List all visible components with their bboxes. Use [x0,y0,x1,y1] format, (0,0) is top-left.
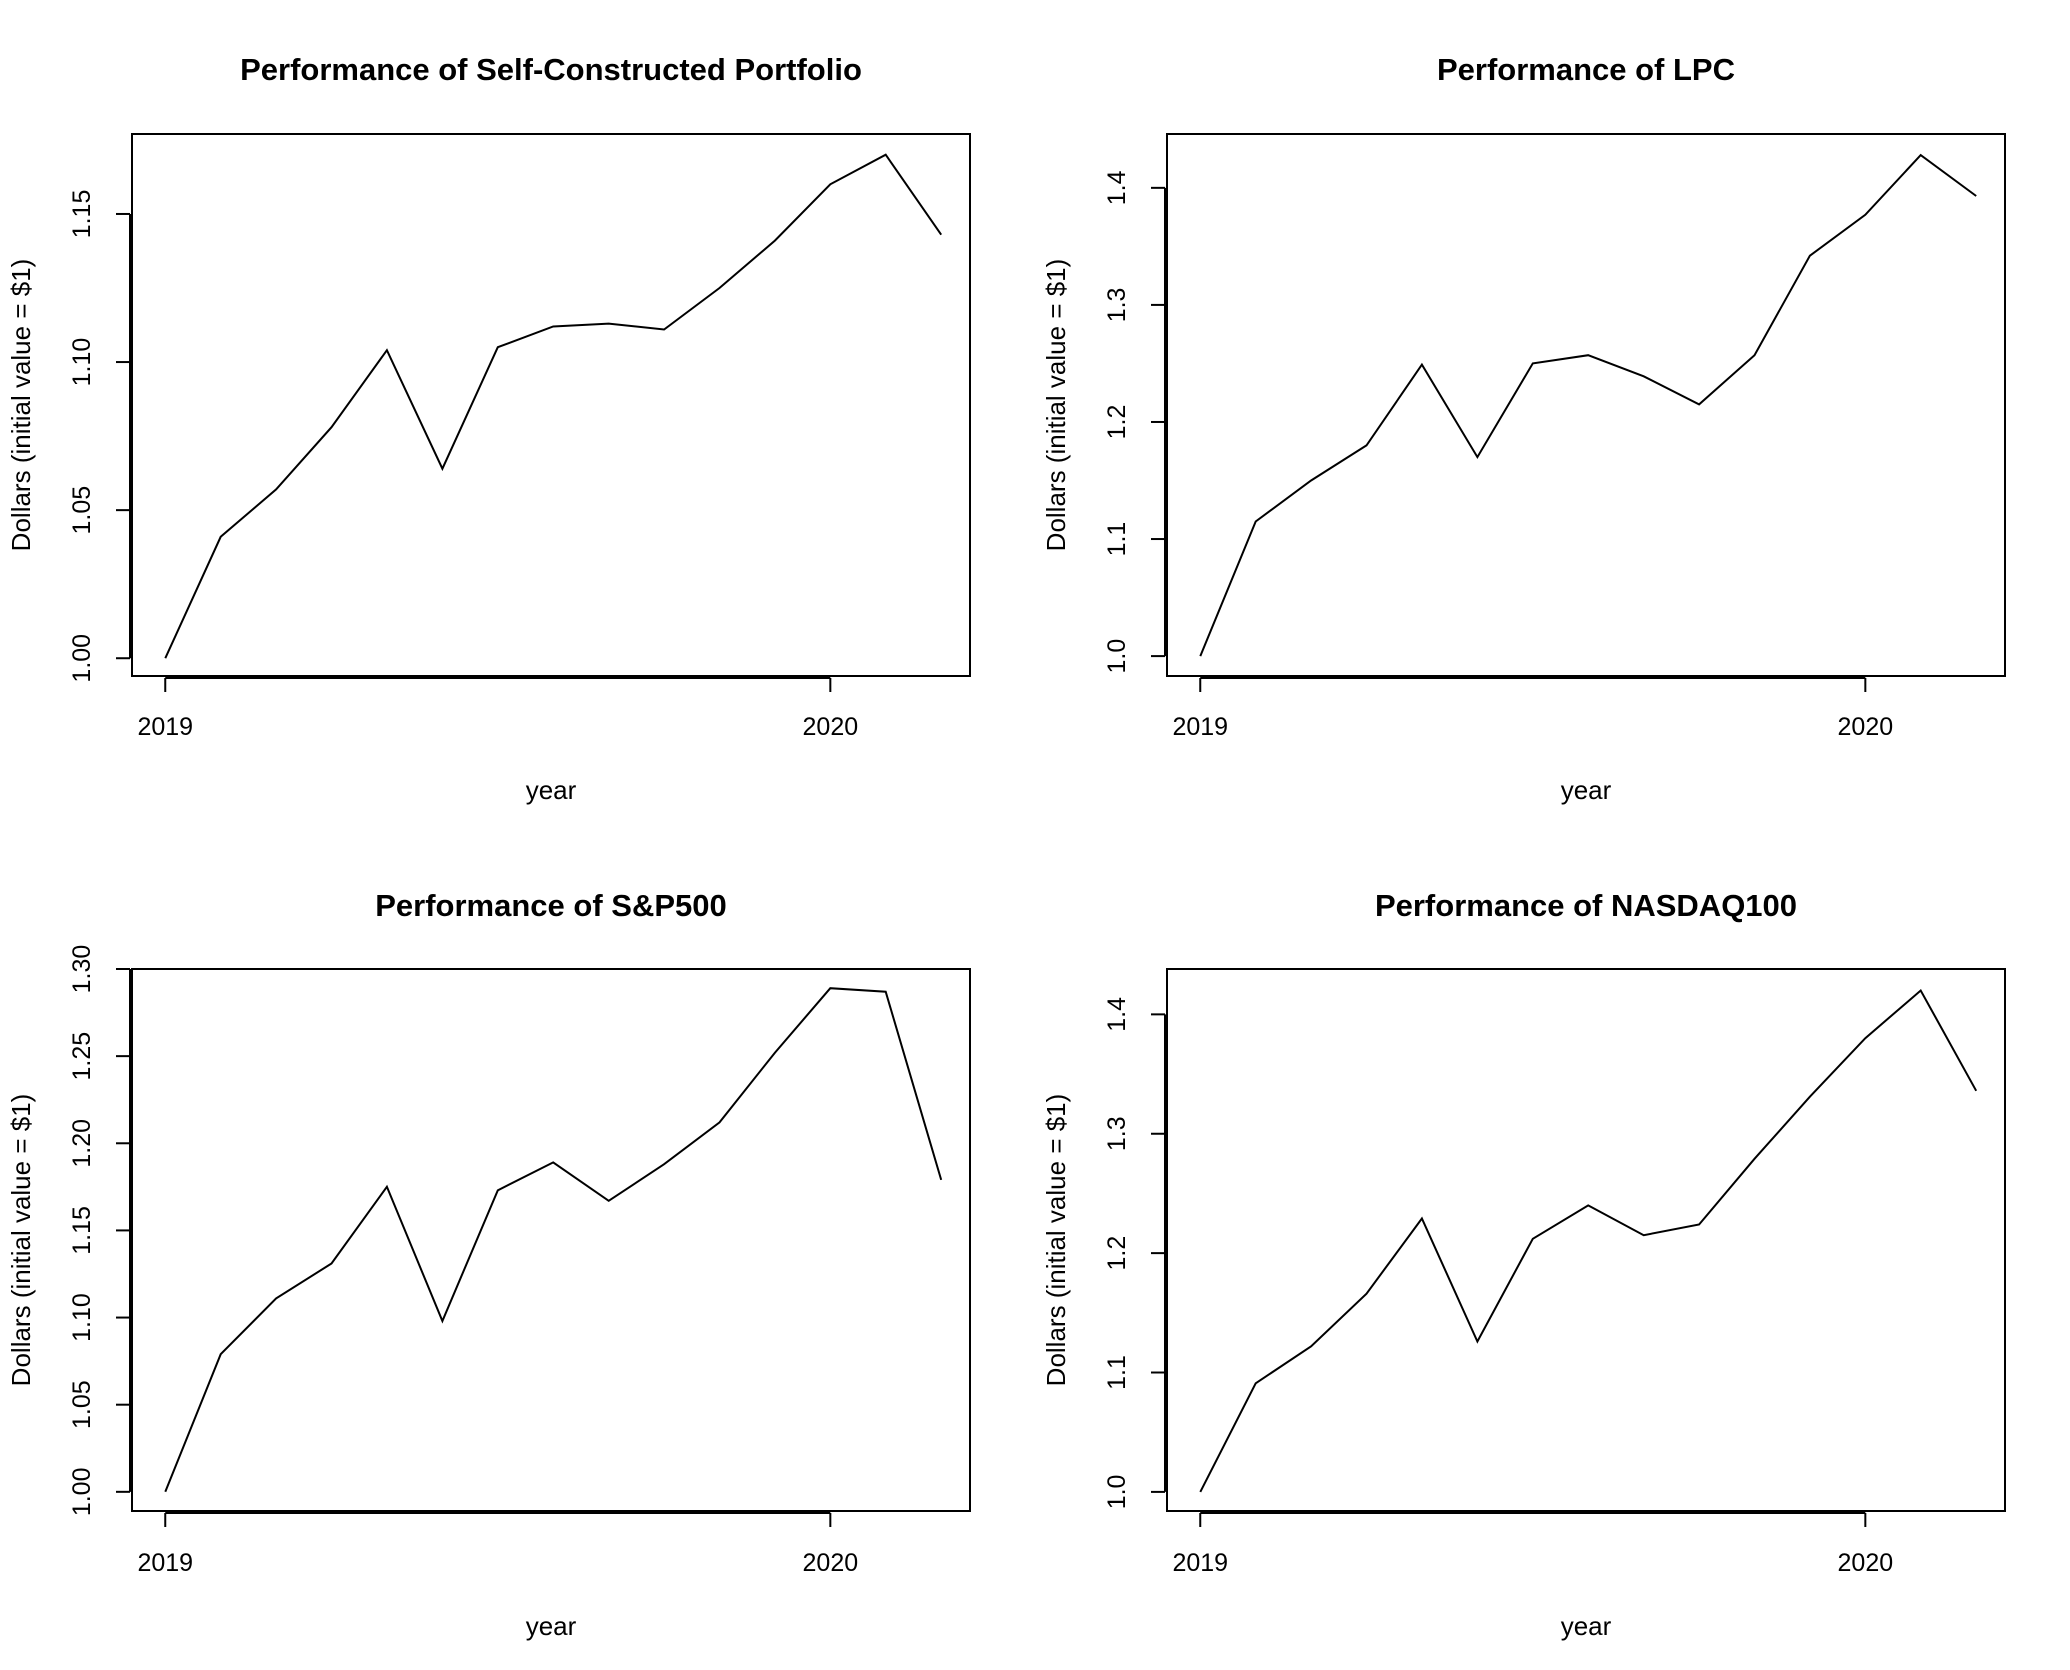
y-tick-label: 1.4 [1103,170,1131,205]
chart-title: Performance of LPC [1437,52,1735,87]
chart-title: Performance of Self-Constructed Portfoli… [240,52,862,87]
y-tick-label: 1.1 [1103,522,1131,557]
plot-frame [131,968,971,1512]
chart-panel-1: Performance of Self-Constructed Portfoli… [6,52,971,805]
series-line [164,153,943,659]
x-axis-label: year [526,1611,577,1641]
chart-title: Performance of S&P500 [375,888,726,923]
y-tick-label: 1.3 [1103,288,1131,323]
x-tick-label: 2020 [1838,713,1894,741]
series-line [1199,153,1977,657]
y-axis-label: Dollars (initial value = $1) [1041,259,1071,552]
x-tick-label: 2020 [803,1549,859,1577]
y-tick-label: 1.05 [68,486,96,535]
y-tick-label: 1.2 [1103,1236,1131,1271]
x-tick-label: 2019 [1172,713,1228,741]
y-tick-label: 1.20 [68,1119,96,1168]
chart-panel-3: Performance of S&P500 2019 2020 1.00 1.05 1.1… [6,888,971,1641]
y-tick-label: 1.3 [1103,1116,1131,1151]
series-line [1199,988,1978,1493]
y-tick-label: 1.2 [1103,405,1131,440]
x-tick-label: 2020 [803,713,859,741]
chart-panel-4: Performance of NASDAQ100 2019 2020 1.0 1.1 1.… [1041,888,2006,1641]
y-tick-label: 1.0 [1103,639,1131,674]
plot-frame [1166,133,2006,677]
plot-frame [131,133,971,677]
x-axis-label: year [1561,775,1612,805]
y-tick-label: 1.0 [1103,1475,1131,1510]
x-axis-label: year [1561,1611,1612,1641]
chart-title: Performance of NASDAQ100 [1375,888,1797,923]
x-tick-label: 2019 [137,713,193,741]
y-tick-label: 1.15 [68,1206,96,1255]
y-tick-label: 1.10 [68,1293,96,1342]
y-tick-label: 1.4 [1103,997,1131,1032]
y-tick-label: 1.00 [68,634,96,683]
series-line [164,987,943,1493]
y-tick-label: 1.00 [68,1467,96,1516]
plot-frame [1166,968,2006,1512]
y-tick-label: 1.1 [1103,1355,1131,1390]
chart-panel-2: Performance of LPC 2019 2020 1.0 1.1 1.2 1.3 1.… [1041,52,2006,805]
y-tick-label: 1.10 [68,338,96,387]
x-tick-label: 2019 [1172,1549,1228,1577]
y-tick-label: 1.15 [68,190,96,239]
y-axis-label: Dollars (initial value = $1) [6,1094,36,1387]
y-tick-label: 1.05 [68,1380,96,1429]
x-axis-label: year [526,775,577,805]
x-tick-label: 2019 [137,1549,193,1577]
y-axis-label: Dollars (initial value = $1) [6,259,36,552]
y-axis-label: Dollars (initial value = $1) [1041,1094,1071,1387]
y-tick-label: 1.30 [68,945,96,994]
x-tick-label: 2020 [1838,1549,1894,1577]
y-tick-label: 1.25 [68,1032,96,1081]
